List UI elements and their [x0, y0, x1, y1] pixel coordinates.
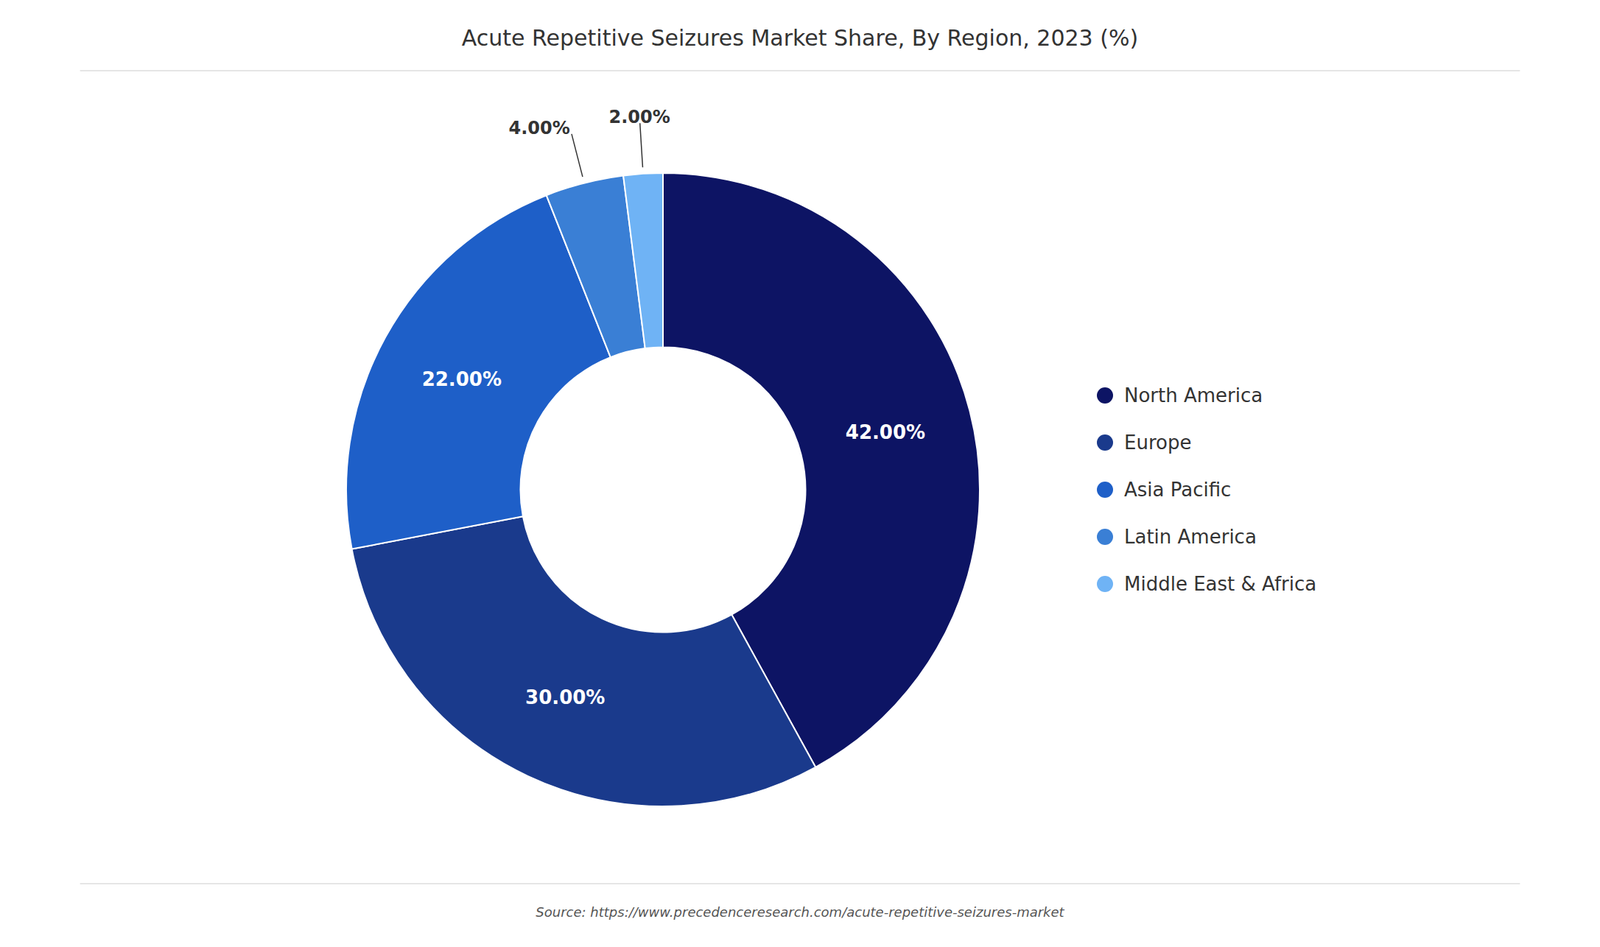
legend-swatch: [1096, 387, 1114, 404]
data-label: 4.00%: [509, 117, 571, 139]
legend: North America Europe Asia Pacific Latin Ame…: [1096, 384, 1317, 596]
legend-label: North America: [1124, 384, 1263, 407]
legend-swatch: [1096, 434, 1114, 451]
leader-line: [571, 134, 583, 177]
data-label: 30.00%: [525, 686, 605, 709]
chart-svg: Acute Repetitive Seizures Market Share, …: [0, 0, 1600, 947]
legend-swatch: [1096, 528, 1114, 546]
legend-label: Asia Pacific: [1124, 478, 1231, 501]
legend-swatch: [1096, 481, 1114, 498]
legend-swatch: [1096, 576, 1114, 593]
data-labels: 42.00% 30.00% 22.00% 4.00% 2.00%: [422, 106, 926, 709]
donut-slice: [623, 173, 663, 349]
slices: [346, 173, 980, 807]
page: {"chart_data": { "type": "donut", "title…: [0, 0, 1600, 947]
legend-label: Middle East & Africa: [1124, 573, 1317, 596]
background: [0, 0, 1600, 947]
legend-label: Europe: [1124, 431, 1192, 454]
chart-container: Acute Repetitive Seizures Market Share, …: [0, 0, 1600, 947]
source-note: Source: https://www.precedenceresearch.c…: [535, 904, 1065, 921]
bottom-rule: [80, 883, 1521, 885]
legend-label: Latin America: [1124, 525, 1257, 549]
data-label: 22.00%: [422, 368, 502, 391]
donut-slice: [352, 516, 817, 807]
top-rule: [80, 70, 1521, 72]
leader-line: [640, 123, 644, 168]
chart-title: Acute Repetitive Seizures Market Share, …: [461, 25, 1139, 51]
data-label: 2.00%: [609, 106, 671, 128]
data-label: 42.00%: [845, 421, 926, 444]
